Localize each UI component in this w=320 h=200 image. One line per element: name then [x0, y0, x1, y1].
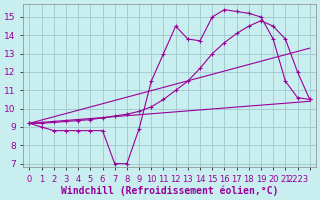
- X-axis label: Windchill (Refroidissement éolien,°C): Windchill (Refroidissement éolien,°C): [61, 185, 278, 196]
